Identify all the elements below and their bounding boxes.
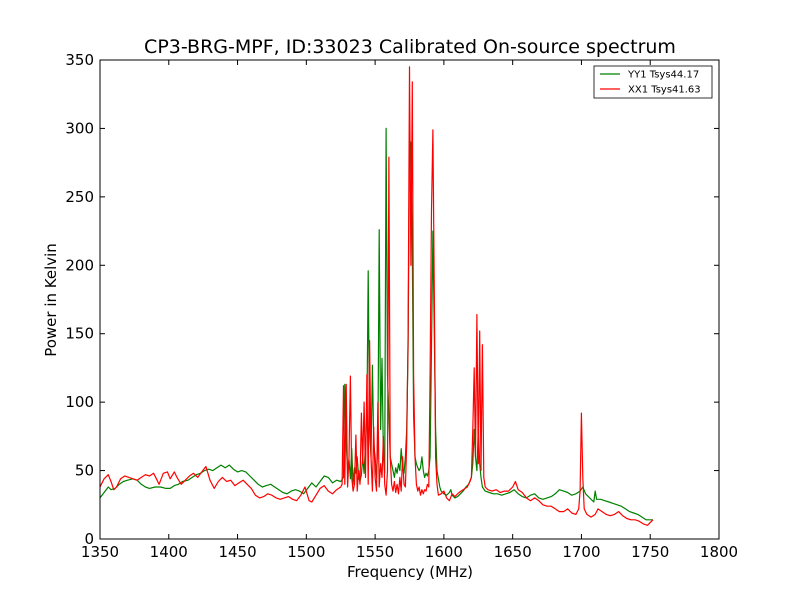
y-axis-label: Power in Kelvin bbox=[42, 243, 60, 357]
y-tick-label: 350 bbox=[65, 51, 94, 69]
x-tick-label: 1450 bbox=[218, 543, 256, 561]
x-tick-label: 1550 bbox=[356, 543, 394, 561]
x-tick-label: 1500 bbox=[287, 543, 325, 561]
x-tick-label: 1650 bbox=[494, 543, 532, 561]
y-tick-label: 150 bbox=[65, 325, 94, 343]
legend-label-xx1: XX1 Tsys41.63 bbox=[628, 85, 701, 96]
y-tick-label: 200 bbox=[65, 256, 94, 274]
x-tick-label: 1400 bbox=[150, 543, 188, 561]
x-tick-label: 1350 bbox=[81, 543, 119, 561]
series-layer bbox=[99, 66, 654, 526]
x-axis-label: Frequency (MHz) bbox=[347, 563, 473, 581]
x-tick-label: 1750 bbox=[631, 543, 669, 561]
plot-frame bbox=[99, 59, 720, 540]
legend-label-yy1: YY1 Tsys44.17 bbox=[627, 70, 699, 81]
y-tick-label: 50 bbox=[75, 462, 94, 480]
y-axis: 0 50 100 150 200 250 300 350 bbox=[65, 51, 719, 548]
series-line-xx1 bbox=[99, 66, 654, 526]
x-axis: 1350 1400 1450 1500 1550 1600 1650 1700 1750 1800 bbox=[81, 60, 738, 561]
legend: YY1 Tsys44.17 XX1 Tsys41.63 bbox=[593, 65, 713, 99]
y-tick-label: 100 bbox=[65, 393, 94, 411]
y-tick-label: 300 bbox=[65, 119, 94, 137]
x-tick-label: 1700 bbox=[562, 543, 600, 561]
legend-box bbox=[593, 65, 713, 99]
chart-title: CP3-BRG-MPF, ID:33023 Calibrated On-sour… bbox=[144, 36, 676, 58]
x-tick-label: 1800 bbox=[700, 543, 738, 561]
x-tick-label: 1600 bbox=[425, 543, 463, 561]
y-tick-label: 250 bbox=[65, 188, 94, 206]
y-tick-label: 0 bbox=[84, 530, 94, 548]
